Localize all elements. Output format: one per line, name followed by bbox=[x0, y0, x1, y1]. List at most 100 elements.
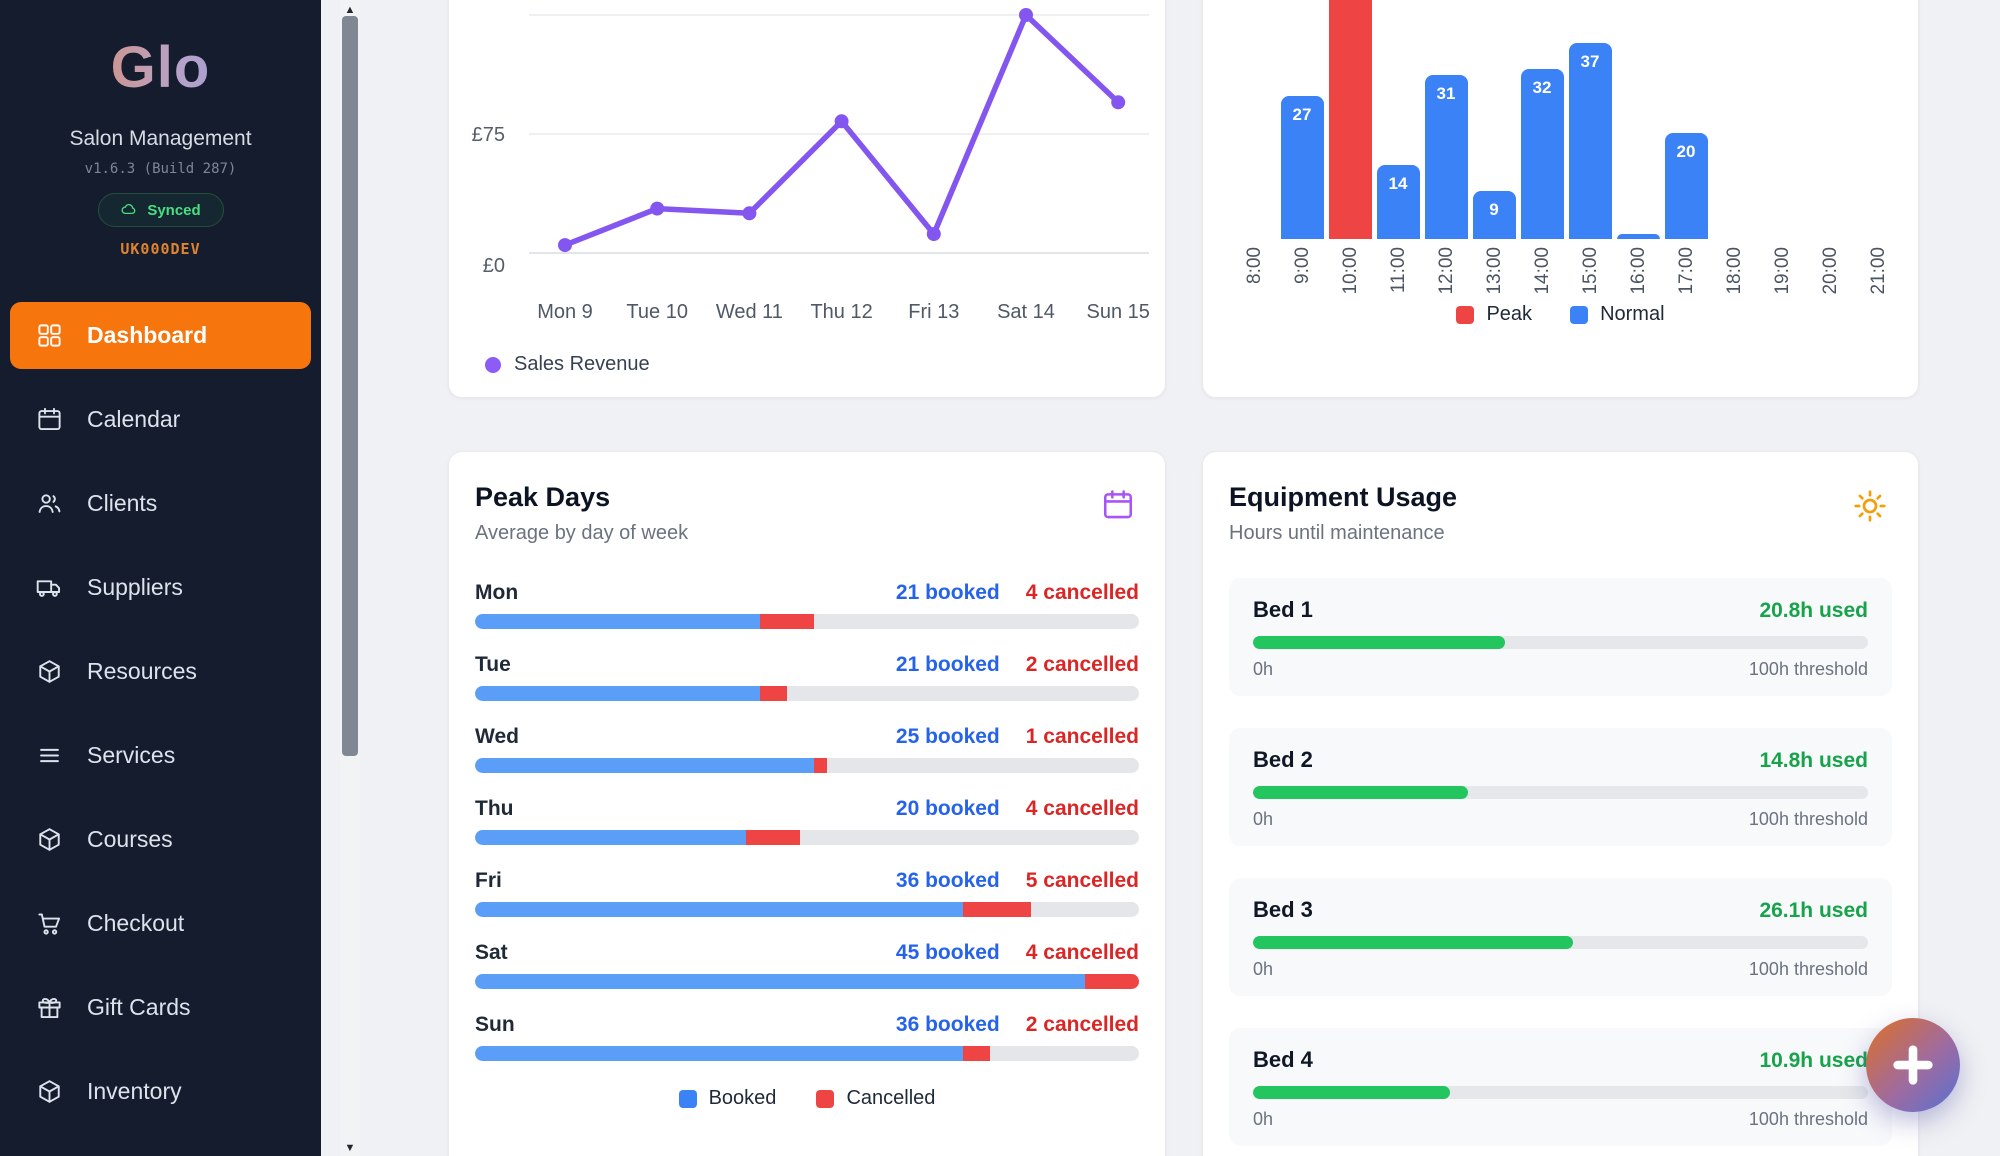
equipment-row-bed-4: Bed 4 10.9h used 0h 100h threshold bbox=[1229, 1028, 1892, 1146]
legend-item-normal: Normal bbox=[1570, 303, 1665, 326]
sidebar-item-suppliers[interactable]: Suppliers bbox=[10, 554, 311, 621]
threshold-min: 0h bbox=[1253, 1109, 1274, 1129]
booked-count: 21 booked bbox=[895, 653, 1000, 676]
users-icon bbox=[38, 494, 61, 513]
booked-count: 21 booked bbox=[895, 581, 1000, 604]
booked-count: 20 booked bbox=[895, 797, 1000, 820]
sidebar-item-services[interactable]: Services bbox=[10, 722, 311, 789]
day-bar-track bbox=[475, 974, 1139, 989]
legend-item-cancelled: Cancelled bbox=[816, 1087, 935, 1110]
peak-day-row-wed: Wed 25 booked 1 cancelled bbox=[475, 725, 1139, 773]
bar: 14 bbox=[1376, 164, 1420, 239]
sun-icon bbox=[1852, 488, 1888, 524]
sidebar-item-gift-cards[interactable]: Gift Cards bbox=[10, 974, 311, 1041]
cloud-icon bbox=[121, 203, 136, 215]
scroll-up-arrow-icon[interactable]: ▲ bbox=[344, 4, 356, 16]
bar: 37 bbox=[1568, 42, 1612, 239]
equipment-row-bed-3: Bed 3 26.1h used 0h 100h threshold bbox=[1229, 878, 1892, 996]
peak-day-row-sun: Sun 36 booked 2 cancelled bbox=[475, 1013, 1139, 1061]
peak-day-row-tue: Tue 21 booked 2 cancelled bbox=[475, 653, 1139, 701]
sync-status-label: Synced bbox=[147, 201, 201, 219]
sidebar-item-label: Calendar bbox=[87, 406, 181, 432]
equipment-bar-fill bbox=[1253, 936, 1573, 949]
equipment-bar-track bbox=[1253, 786, 1868, 799]
svg-text:£0: £0 bbox=[483, 255, 505, 277]
svg-text:Sat 14: Sat 14 bbox=[997, 301, 1055, 323]
threshold-min: 0h bbox=[1253, 659, 1274, 679]
equipment-name: Bed 3 bbox=[1253, 897, 1313, 922]
equipment-header: Bed 1 20.8h used bbox=[1253, 597, 1868, 623]
equipment-header: Bed 4 10.9h used bbox=[1253, 1047, 1868, 1073]
peak-day-header: Tue 21 booked 2 cancelled bbox=[475, 653, 1139, 679]
bar: 27 bbox=[1280, 95, 1324, 239]
booked-bar bbox=[475, 614, 760, 629]
calendar-icon bbox=[1101, 488, 1135, 522]
sidebar-item-label: Gift Cards bbox=[87, 994, 191, 1020]
sales-revenue-legend: Sales Revenue bbox=[485, 353, 650, 376]
x-axis-tick-label: 21:00 bbox=[1868, 247, 1889, 295]
x-axis-tick-label: 16:00 bbox=[1628, 247, 1649, 295]
sidebar-item-label: Courses bbox=[87, 826, 173, 852]
equipment-header: Bed 2 14.8h used bbox=[1253, 747, 1868, 773]
x-axis-tick-label: 19:00 bbox=[1772, 247, 1793, 295]
sidebar-item-courses[interactable]: Courses bbox=[10, 806, 311, 873]
equipment-threshold-row: 0h 100h threshold bbox=[1253, 809, 1868, 830]
equipment-row-bed-2: Bed 2 14.8h used 0h 100h threshold bbox=[1229, 728, 1892, 846]
add-button[interactable] bbox=[1866, 1018, 1960, 1112]
day-counts: 20 booked 4 cancelled bbox=[896, 797, 1139, 821]
gift-icon bbox=[38, 998, 61, 1019]
day-label: Thu bbox=[475, 797, 514, 820]
sidebar-item-calendar[interactable]: Calendar bbox=[10, 386, 311, 453]
equipment-bar-track bbox=[1253, 936, 1868, 949]
x-axis-tick-label: 20:00 bbox=[1820, 247, 1841, 295]
equipment-name: Bed 1 bbox=[1253, 597, 1313, 622]
day-label: Mon bbox=[475, 581, 519, 604]
cancelled-count: 5 cancelled bbox=[1025, 869, 1139, 892]
cancelled-count: 1 cancelled bbox=[1025, 725, 1139, 748]
cancelled-count: 4 cancelled bbox=[1025, 581, 1139, 604]
equipment-bar-fill bbox=[1253, 1086, 1450, 1099]
x-axis-tick-label: 15:00 bbox=[1580, 247, 1601, 295]
hourly-bookings-card: 8:00 27 9:00 10:00 14 11:00 31 12:00 9 13:00 32 14:… bbox=[1202, 0, 1919, 398]
threshold-max: 100h threshold bbox=[1748, 959, 1868, 979]
sidebar-scrollbar[interactable]: ▲ ▼ bbox=[340, 0, 360, 1156]
scrollbar-thumb[interactable] bbox=[342, 16, 358, 756]
peak-days-rows: Mon 21 booked 4 cancelled Tue 21 booked 2 can… bbox=[475, 581, 1139, 1061]
peak-day-header: Wed 25 booked 1 cancelled bbox=[475, 725, 1139, 751]
bar-value-label: 14 bbox=[1388, 173, 1408, 193]
scroll-down-arrow-icon[interactable]: ▼ bbox=[344, 1142, 356, 1154]
x-axis-tick-label: 10:00 bbox=[1340, 247, 1361, 295]
cancelled-count: 4 cancelled bbox=[1025, 797, 1139, 820]
threshold-max: 100h threshold bbox=[1748, 1109, 1868, 1129]
bar-value-label: 31 bbox=[1436, 83, 1456, 103]
sidebar-item-clients[interactable]: Clients bbox=[10, 470, 311, 537]
sidebar-item-checkout[interactable]: Checkout bbox=[10, 890, 311, 957]
x-axis-tick-label: 9:00 bbox=[1292, 247, 1313, 284]
booked-bar bbox=[475, 830, 747, 845]
sidebar-item-label: Dashboard bbox=[87, 322, 208, 348]
cancelled-count: 2 cancelled bbox=[1025, 1013, 1139, 1036]
cancelled-bar bbox=[1084, 974, 1139, 989]
booked-bar bbox=[475, 974, 1085, 989]
booked-bar bbox=[475, 686, 760, 701]
equipment-bar-fill bbox=[1253, 786, 1469, 799]
equipment-header: Bed 3 26.1h used bbox=[1253, 897, 1868, 923]
sales-revenue-line-chart: £75 £0 Mon 9 Tue 10 Wed 11 Thu 12 Fri 13 Sat 14… bbox=[472, 8, 1150, 323]
day-bar-track bbox=[475, 830, 1139, 845]
legend-label: Booked bbox=[708, 1087, 777, 1109]
booked-count: 25 booked bbox=[895, 725, 1000, 748]
sidebar-item-resources[interactable]: Resources bbox=[10, 638, 311, 705]
svg-text:Fri 13: Fri 13 bbox=[908, 301, 959, 323]
x-axis-tick-label: 11:00 bbox=[1388, 247, 1409, 294]
sidebar-item-inventory[interactable]: Inventory bbox=[10, 1058, 311, 1125]
peak-day-row-thu: Thu 20 booked 4 cancelled bbox=[475, 797, 1139, 845]
sidebar: Glo Salon Management v1.6.3 (Build 287) … bbox=[0, 0, 321, 1156]
cancelled-bar bbox=[759, 614, 814, 629]
day-label: Tue bbox=[475, 653, 511, 676]
legend-swatch-icon bbox=[1456, 305, 1475, 324]
legend-item-booked: Booked bbox=[678, 1087, 777, 1110]
peak-bar bbox=[1328, 0, 1372, 239]
x-axis-tick-label: 8:00 bbox=[1244, 247, 1265, 284]
cart-icon bbox=[38, 913, 61, 935]
sidebar-item-dashboard[interactable]: Dashboard bbox=[10, 302, 311, 369]
